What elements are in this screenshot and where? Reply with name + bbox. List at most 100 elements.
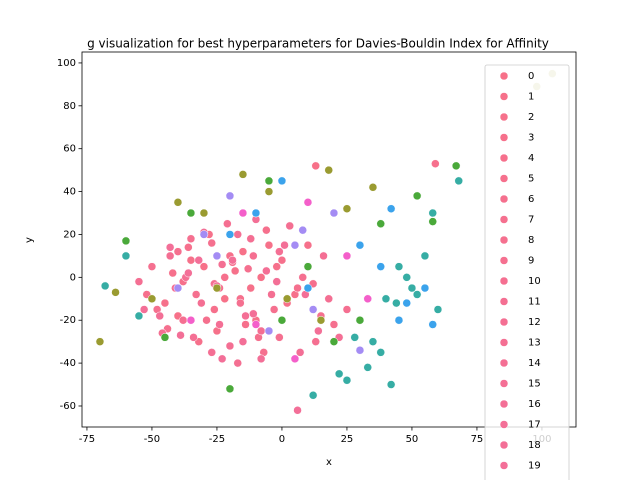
legend-marker bbox=[499, 71, 509, 81]
legend-box bbox=[484, 64, 570, 480]
legend-label: 18 bbox=[528, 440, 541, 451]
point bbox=[381, 294, 391, 304]
point bbox=[165, 251, 175, 261]
legend-marker bbox=[499, 420, 509, 429]
point bbox=[272, 277, 281, 286]
legend-label: 2 bbox=[528, 112, 534, 123]
x-tick-label: -75 bbox=[79, 434, 95, 445]
point bbox=[298, 273, 307, 282]
point bbox=[241, 311, 250, 321]
point bbox=[173, 283, 183, 293]
point bbox=[238, 337, 248, 346]
point bbox=[329, 337, 339, 346]
point bbox=[230, 266, 240, 276]
legend-marker bbox=[499, 174, 509, 183]
y-tick-label: 0 bbox=[70, 272, 76, 283]
point bbox=[238, 208, 248, 218]
legend-label: 9 bbox=[528, 256, 534, 267]
point bbox=[451, 161, 461, 171]
point bbox=[168, 268, 177, 278]
point bbox=[392, 298, 401, 308]
point bbox=[355, 315, 365, 325]
point bbox=[217, 354, 227, 364]
point bbox=[249, 251, 258, 261]
point bbox=[238, 170, 248, 179]
legend-label: 8 bbox=[528, 235, 534, 246]
point bbox=[368, 337, 378, 346]
point bbox=[316, 315, 326, 325]
point bbox=[134, 277, 144, 286]
point bbox=[199, 230, 209, 239]
point bbox=[241, 320, 250, 329]
point bbox=[186, 234, 196, 243]
legend-marker bbox=[499, 317, 509, 327]
legend-marker bbox=[499, 112, 509, 122]
point bbox=[251, 320, 261, 329]
point bbox=[282, 294, 292, 304]
point bbox=[176, 330, 185, 340]
point bbox=[280, 240, 289, 250]
point bbox=[277, 255, 287, 265]
legend-marker bbox=[499, 276, 509, 286]
point bbox=[342, 305, 352, 314]
point bbox=[428, 217, 437, 226]
point bbox=[275, 333, 284, 342]
legend-label: 12 bbox=[528, 317, 541, 328]
point bbox=[233, 358, 242, 368]
point bbox=[275, 247, 284, 256]
point bbox=[342, 251, 352, 261]
point bbox=[428, 208, 437, 218]
point bbox=[197, 298, 206, 308]
x-tick-label: 0 bbox=[279, 434, 285, 445]
point bbox=[368, 183, 378, 192]
legend-marker bbox=[499, 153, 509, 163]
point bbox=[269, 305, 279, 314]
legend-label: 7 bbox=[528, 215, 534, 226]
point bbox=[376, 262, 385, 271]
point bbox=[386, 204, 396, 213]
point bbox=[194, 255, 203, 265]
point bbox=[249, 309, 258, 319]
point bbox=[160, 298, 170, 308]
point bbox=[386, 380, 396, 389]
point bbox=[155, 311, 164, 321]
point bbox=[111, 288, 120, 297]
legend-label: 11 bbox=[528, 297, 541, 308]
point bbox=[311, 337, 320, 346]
legend-marker bbox=[499, 194, 509, 204]
point bbox=[121, 236, 131, 246]
legend-label: 5 bbox=[528, 174, 534, 185]
point bbox=[184, 243, 193, 252]
legend-marker bbox=[499, 379, 509, 388]
legend-marker bbox=[499, 92, 509, 101]
point bbox=[290, 240, 300, 250]
point bbox=[220, 273, 229, 282]
point bbox=[412, 191, 422, 201]
point bbox=[173, 198, 183, 207]
point bbox=[267, 290, 276, 299]
y-tick-label: 40 bbox=[63, 187, 76, 198]
legend-label: 14 bbox=[528, 358, 541, 369]
point bbox=[402, 273, 411, 282]
point bbox=[264, 187, 274, 196]
point bbox=[160, 333, 170, 342]
x-tick-label: 75 bbox=[471, 434, 484, 445]
point bbox=[428, 320, 437, 329]
point bbox=[308, 305, 318, 314]
legend-marker bbox=[499, 399, 509, 409]
legend-marker bbox=[499, 440, 509, 450]
point bbox=[202, 315, 211, 325]
point bbox=[186, 255, 196, 265]
x-tick-label: -50 bbox=[144, 434, 160, 445]
point bbox=[186, 315, 196, 325]
legend-label: 4 bbox=[528, 153, 534, 164]
point bbox=[363, 363, 372, 372]
point bbox=[420, 251, 430, 261]
legend-label: 16 bbox=[528, 399, 541, 410]
point bbox=[228, 255, 237, 265]
legend-label: 6 bbox=[528, 194, 534, 205]
point bbox=[412, 290, 422, 299]
point bbox=[236, 298, 245, 308]
point bbox=[311, 161, 320, 171]
